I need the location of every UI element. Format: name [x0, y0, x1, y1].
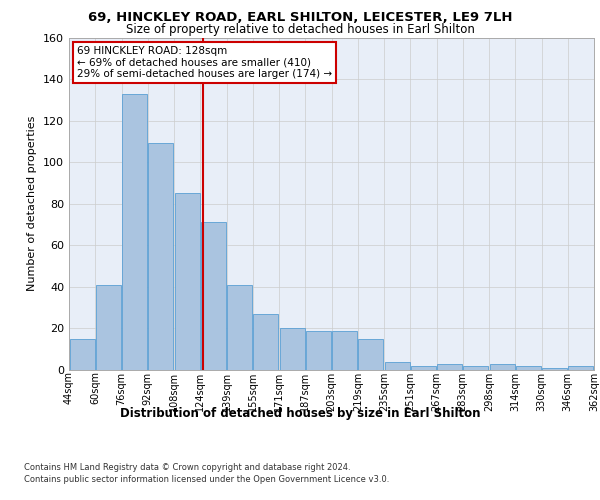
Bar [148, 144, 173, 370]
Text: Distribution of detached houses by size in Earl Shilton: Distribution of detached houses by size … [120, 408, 480, 420]
Bar [385, 362, 410, 370]
Bar [253, 314, 278, 370]
Bar [227, 285, 252, 370]
Text: 69, HINCKLEY ROAD, EARL SHILTON, LEICESTER, LE9 7LH: 69, HINCKLEY ROAD, EARL SHILTON, LEICEST… [88, 11, 512, 24]
Text: Contains public sector information licensed under the Open Government Licence v3: Contains public sector information licen… [24, 475, 389, 484]
Bar [175, 194, 200, 370]
Bar [411, 366, 436, 370]
Bar [70, 339, 95, 370]
Bar [332, 330, 357, 370]
Bar [122, 94, 147, 370]
Bar [358, 339, 383, 370]
Bar [542, 368, 567, 370]
Text: 69 HINCKLEY ROAD: 128sqm
← 69% of detached houses are smaller (410)
29% of semi-: 69 HINCKLEY ROAD: 128sqm ← 69% of detach… [77, 46, 332, 79]
Y-axis label: Number of detached properties: Number of detached properties [28, 116, 37, 292]
Text: Contains HM Land Registry data © Crown copyright and database right 2024.: Contains HM Land Registry data © Crown c… [24, 464, 350, 472]
Bar [490, 364, 515, 370]
Bar [568, 366, 593, 370]
Bar [516, 366, 541, 370]
Bar [96, 285, 121, 370]
Bar [463, 366, 488, 370]
Bar [201, 222, 226, 370]
Bar [437, 364, 462, 370]
Text: Size of property relative to detached houses in Earl Shilton: Size of property relative to detached ho… [125, 22, 475, 36]
Bar [280, 328, 305, 370]
Bar [306, 330, 331, 370]
